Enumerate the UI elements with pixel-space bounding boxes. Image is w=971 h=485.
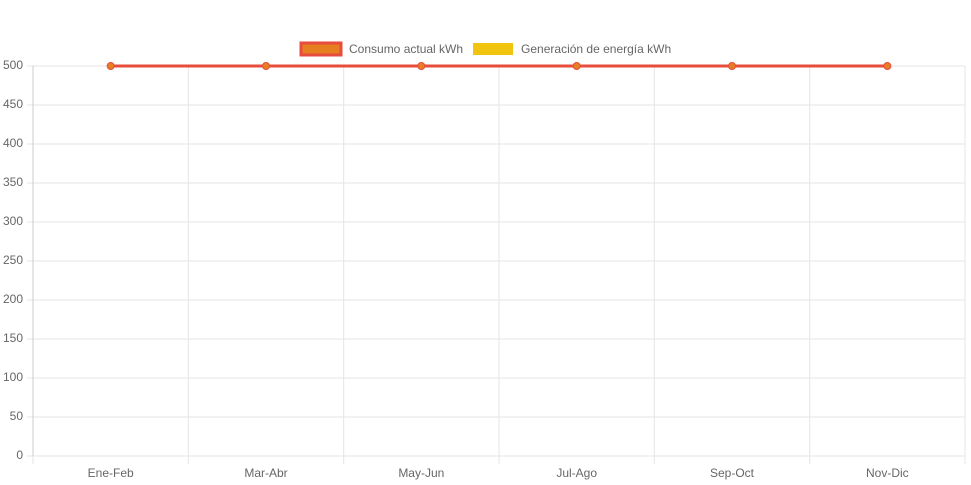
- x-tick-label: Nov-Dic: [866, 466, 909, 480]
- x-tick-label: Jul-Ago: [556, 466, 597, 480]
- legend-swatch: [299, 41, 343, 57]
- y-tick-label: 100: [3, 370, 23, 384]
- y-tick-label: 350: [3, 175, 23, 189]
- y-tick-label: 150: [3, 331, 23, 345]
- legend-label: Generación de energía kWh: [521, 42, 671, 56]
- y-tick-label: 200: [3, 292, 23, 306]
- x-tick-label: Ene-Feb: [88, 466, 134, 480]
- x-tick-label: Mar-Abr: [244, 466, 287, 480]
- data-point: [262, 62, 270, 70]
- y-tick-label: 0: [16, 448, 23, 462]
- data-point: [572, 62, 581, 70]
- y-tick-label: 500: [3, 58, 23, 72]
- legend-label: Consumo actual kWh: [349, 42, 463, 56]
- y-tick-label: 450: [3, 97, 23, 111]
- data-point: [728, 62, 736, 70]
- y-tick-label: 250: [3, 253, 23, 267]
- data-point: [417, 62, 426, 70]
- x-tick-label: May-Jun: [398, 466, 444, 480]
- data-point: [883, 62, 892, 70]
- x-tick-label: Sep-Oct: [710, 466, 755, 480]
- legend-swatch: [473, 43, 514, 55]
- y-tick-label: 50: [10, 409, 24, 423]
- y-tick-label: 400: [3, 136, 23, 150]
- y-tick-label: 300: [3, 214, 23, 228]
- data-point: [106, 62, 115, 70]
